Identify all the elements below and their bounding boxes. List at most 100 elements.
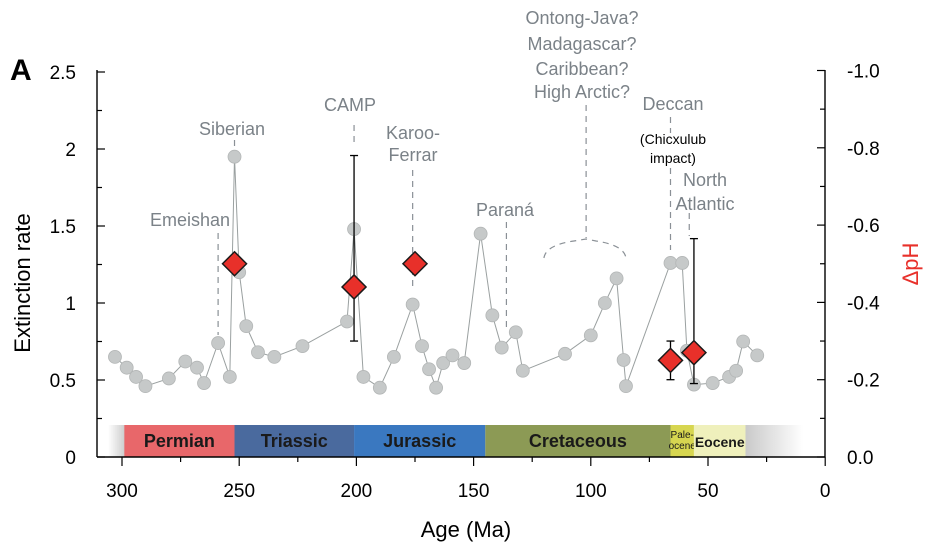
axes: 0 0.5 1 1.5 2 2.5 0.0 -0.2 -0.4 -0.6 -0.8 -1.0 300 25… (50, 62, 881, 503)
y-left-axis-title: Extinction rate (10, 213, 35, 352)
y-right-tick-label: -1.0 (847, 62, 880, 83)
extinction-rate-point (609, 271, 624, 286)
delta-ph-point (401, 250, 429, 277)
extinction-rate-series (108, 149, 765, 395)
extinction-rate-point (138, 379, 153, 394)
event-label: CAMP (324, 95, 376, 115)
event-label: North (683, 170, 727, 190)
event-label: Siberian (199, 119, 265, 139)
timescale-fade-right (745, 425, 803, 457)
extinction-rate-point (705, 376, 720, 390)
x-tick-label: 200 (341, 481, 373, 502)
extinction-rate-point (129, 370, 143, 384)
extinction-rate-point (583, 328, 598, 343)
event-label: Emeishan (150, 210, 230, 230)
event-label: (Chicxulub (640, 131, 706, 147)
y-right-tick-label: -0.6 (847, 216, 880, 237)
x-axis-title: Age (Ma) (421, 517, 511, 542)
extinction-rate-point (597, 296, 612, 310)
extinction-rate-point (197, 376, 211, 390)
panel-label: A (10, 54, 32, 87)
extinction-rate-point (508, 325, 523, 340)
extinction-rate-point (239, 319, 254, 334)
extinction-rate-point (729, 363, 744, 378)
x-tick-label: 50 (697, 481, 718, 502)
period-label: Eocene (695, 434, 745, 450)
event-label: Caribbean? (535, 59, 628, 79)
geologic-timescale-bar: Permian Triassic Jurassic Cretaceous Pale-oc… (108, 425, 803, 457)
extinction-rate-point (372, 380, 387, 395)
period-label-line2: ocene (669, 441, 697, 452)
extinction-rate-point (178, 354, 193, 369)
period-block (354, 425, 486, 457)
extinction-rate-point (663, 256, 678, 270)
event-label: Paraná (476, 200, 535, 220)
y-right-tick-label: -0.4 (847, 293, 880, 314)
extinction-rate-point (356, 370, 371, 384)
delta-ph-point (680, 339, 707, 366)
delta-ph-series (221, 154, 707, 385)
extinction-rate-point (436, 356, 451, 370)
event-label: Atlantic (675, 194, 734, 214)
extinction-rate-point (616, 353, 631, 367)
x-tick-label: 100 (575, 481, 607, 502)
period-label: Triassic (261, 431, 328, 451)
y-left-tick-label: 0 (65, 448, 76, 469)
event-label: Deccan (642, 94, 703, 114)
period-block (485, 425, 671, 457)
period-label: Permian (144, 431, 215, 451)
event-label: High Arctic? (534, 82, 630, 102)
x-tick-label: 0 (820, 481, 831, 502)
x-tick-label: 250 (223, 481, 255, 502)
extinction-rate-point (405, 297, 420, 312)
y-left-tick-label: 2 (65, 140, 76, 161)
extinction-rate-point (750, 348, 765, 363)
y-left-tick-label: 2.5 (50, 63, 76, 84)
extinction-rate-point (190, 360, 204, 375)
event-brace (543, 238, 627, 259)
extinction-rate-point (415, 339, 429, 354)
extinction-rate-point (422, 362, 436, 377)
period-block (670, 425, 694, 457)
extinction-rate-point (295, 339, 310, 354)
x-tick-label: 300 (106, 481, 138, 502)
extinction-rate-point (340, 314, 354, 329)
delta-ph-point (657, 347, 684, 374)
extinction-rate-point (736, 334, 751, 349)
period-block (693, 425, 746, 457)
x-tick-label: 150 (458, 481, 490, 502)
extinction-rate-point (473, 226, 488, 241)
extinction-rate-point (429, 380, 443, 395)
extinction-rate-point (222, 370, 237, 384)
timescale-fade-left (108, 425, 126, 457)
event-label: Ferrar (389, 145, 438, 165)
extinction-rate-point (558, 346, 572, 361)
extinction-rate-point (485, 308, 500, 323)
extinction-rate-point (227, 149, 242, 164)
extinction-rate-line (114, 156, 758, 390)
extinction-rate-point (211, 336, 226, 350)
extinction-rate-point (675, 256, 690, 270)
event-labels: Emeishan Siberian CAMP Karoo-Ferrar Paraná On… (150, 8, 735, 230)
period-label: Jurassic (383, 431, 456, 451)
period-block (124, 425, 235, 457)
extinction-rate-point (387, 349, 401, 364)
period-label: Cretaceous (529, 431, 627, 451)
event-label: Madagascar? (527, 34, 636, 54)
y-left-tick-label: 1 (65, 294, 76, 315)
y-right-axis-title: ΔpH (898, 243, 923, 286)
extinction-rate-point (161, 371, 176, 386)
event-label: impact) (650, 150, 696, 166)
delta-ph-point (221, 250, 248, 277)
extinction-rate-point (119, 360, 134, 375)
extinction-rate-point (267, 349, 282, 364)
extinction-rate-point (494, 340, 509, 355)
event-label: Ontong-Java? (525, 8, 638, 28)
extinction-rate-point (457, 356, 472, 370)
extinction-rate-point (108, 349, 122, 364)
extinction-rate-point (619, 379, 633, 394)
y-left-tick-label: 0.5 (50, 371, 76, 392)
y-right-tick-label: -0.2 (847, 371, 880, 392)
extinction-rate-point (251, 345, 265, 360)
